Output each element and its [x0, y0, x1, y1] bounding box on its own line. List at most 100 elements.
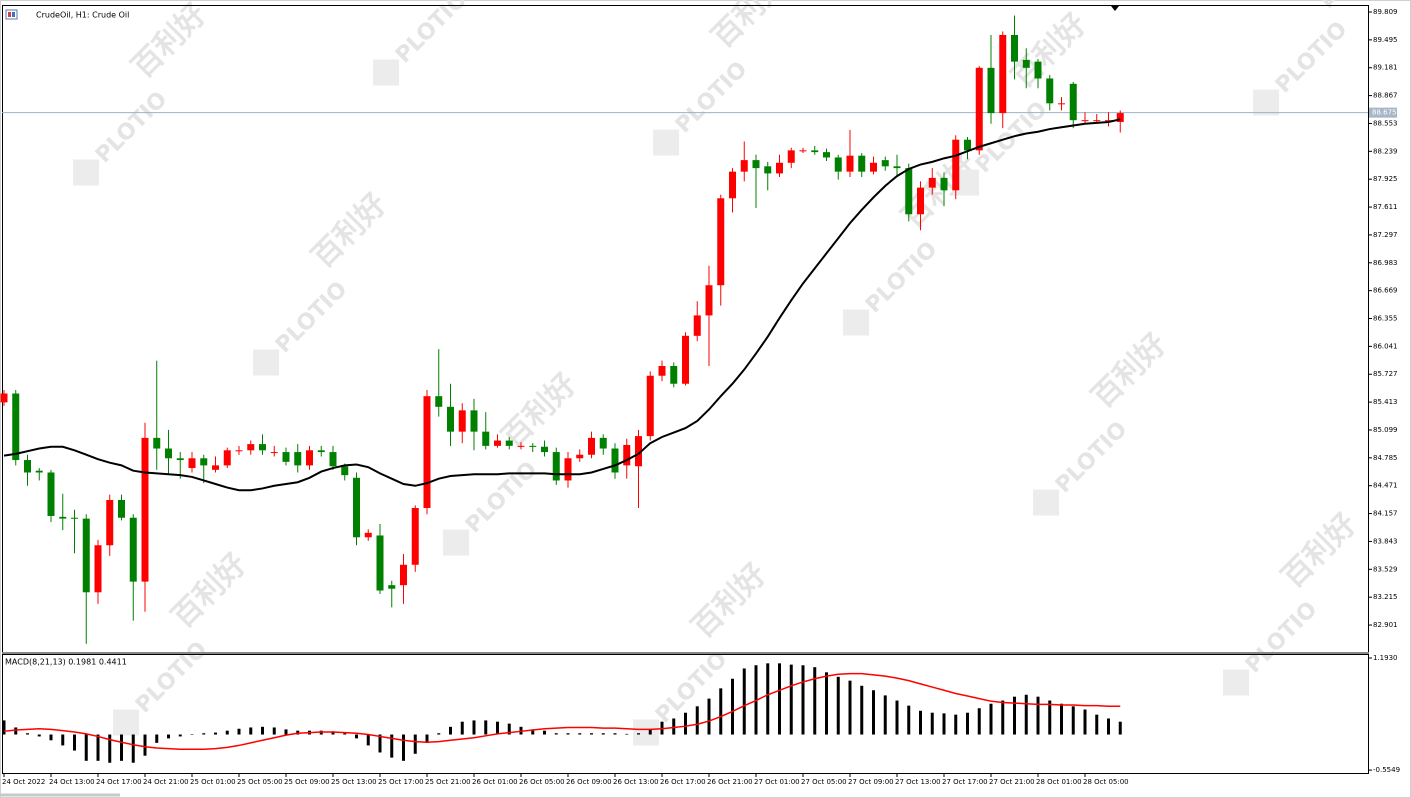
candle-body	[517, 445, 525, 447]
candle-body	[118, 499, 125, 518]
histogram-bar	[84, 734, 88, 761]
histogram-bar	[507, 723, 511, 735]
y-tick-label: 88.553	[1373, 119, 1398, 127]
candle-body	[329, 452, 337, 467]
candle-body	[740, 160, 748, 172]
candle-body	[423, 396, 431, 508]
candle-body	[576, 454, 584, 459]
histogram-bar	[378, 734, 382, 753]
watermark-logo	[653, 129, 680, 156]
histogram-bar	[966, 712, 969, 735]
x-tick-label: 28 Oct 01:00	[1036, 778, 1082, 786]
y-tick-label: 87.297	[1373, 231, 1398, 239]
histogram-bar	[272, 727, 276, 735]
histogram-bar	[155, 734, 159, 743]
candle-body	[588, 437, 595, 455]
x-tick-label: 26 Oct 17:00	[660, 778, 706, 786]
macd-plot-frame	[2, 654, 1369, 774]
histogram-bar	[825, 672, 828, 735]
candle-body	[1093, 120, 1101, 122]
x-tick-label: 27 Oct 13:00	[895, 778, 941, 786]
x-tick-label: 26 Oct 21:00	[707, 778, 753, 786]
y-tick-label: 86.355	[1373, 315, 1398, 323]
candle-body	[799, 150, 807, 152]
candle-body	[71, 517, 78, 519]
chart-title: CrudeOil, H1: Crude Oil	[36, 11, 129, 20]
candle-body	[776, 162, 783, 174]
y-tick-label: 84.785	[1373, 454, 1398, 462]
histogram-bar	[1071, 706, 1075, 735]
candle-body	[447, 406, 454, 432]
y-tick-label: 1.1930	[1373, 654, 1398, 662]
histogram-bar	[108, 734, 112, 763]
histogram-bar	[860, 685, 864, 735]
candle-body	[952, 139, 960, 191]
histogram-bar	[883, 695, 887, 735]
candle-body	[200, 458, 208, 466]
watermark-logo	[843, 309, 870, 336]
histogram-bar	[26, 733, 29, 735]
histogram-bar	[1107, 718, 1110, 735]
candle-body	[165, 448, 172, 459]
candle-body	[705, 285, 713, 316]
candle-body	[12, 393, 20, 461]
histogram-bar	[61, 734, 65, 746]
candle-body	[693, 315, 701, 336]
histogram-bar	[930, 712, 934, 735]
histogram-bar	[1036, 696, 1040, 735]
candle-body	[1058, 103, 1065, 105]
candle-body	[787, 150, 795, 163]
candle-body	[623, 444, 631, 466]
candle-body	[1034, 61, 1042, 79]
x-tick-label: 27 Oct 21:00	[989, 778, 1035, 786]
candle-body	[400, 564, 407, 586]
histogram-bar	[566, 733, 570, 735]
y-tick-label: -0.5549	[1373, 766, 1400, 774]
y-tick-label: 84.471	[1373, 482, 1398, 490]
y-tick-label: 89.809	[1373, 8, 1398, 16]
candle-body	[599, 437, 607, 449]
x-tick-label: 25 Oct 17:00	[378, 778, 424, 786]
candle-body	[999, 34, 1007, 114]
x-tick-label: 26 Oct 13:00	[613, 778, 659, 786]
signal-line	[3, 672, 1121, 751]
watermark-logo	[253, 349, 280, 376]
candle-body	[270, 452, 278, 454]
watermark-logo	[73, 159, 100, 186]
candle-body	[811, 150, 819, 153]
x-tick-label: 24 Oct 21:00	[143, 778, 189, 786]
candle-body	[176, 458, 184, 461]
x-tick-label: 27 Oct 05:00	[801, 778, 847, 786]
histogram-bar	[977, 708, 981, 735]
histogram-bar	[554, 733, 558, 735]
histogram-bar	[14, 727, 18, 735]
histogram-bar	[907, 705, 911, 735]
histogram-bar	[425, 734, 429, 743]
candle-body	[635, 436, 642, 467]
histogram-bar	[284, 729, 288, 735]
candle-body	[294, 452, 302, 466]
candle-body	[188, 458, 196, 469]
candle-body	[917, 187, 924, 215]
x-tick-label: 25 Oct 05:00	[237, 778, 283, 786]
candle-body	[823, 152, 830, 158]
y-tick-label: 88.867	[1373, 92, 1398, 100]
y-tick-label: 83.215	[1373, 593, 1398, 601]
macd-title: MACD(8,21,13) 0.1981 0.4411	[5, 658, 127, 667]
histogram-bar	[202, 733, 206, 735]
histogram-bar	[167, 734, 170, 739]
candle-body	[541, 446, 548, 453]
watermark-logo	[633, 719, 660, 746]
histogram-bar	[402, 734, 405, 761]
histogram-bar	[413, 734, 417, 754]
histogram-bar	[789, 664, 793, 735]
candle-body	[106, 499, 114, 546]
histogram-bar	[531, 729, 535, 735]
histogram-bar	[766, 663, 770, 735]
candle-body	[1022, 59, 1030, 68]
x-tick-label: 25 Oct 09:00	[284, 778, 330, 786]
histogram	[2, 663, 1122, 763]
histogram-bar	[390, 734, 394, 758]
candle-body	[317, 450, 325, 453]
